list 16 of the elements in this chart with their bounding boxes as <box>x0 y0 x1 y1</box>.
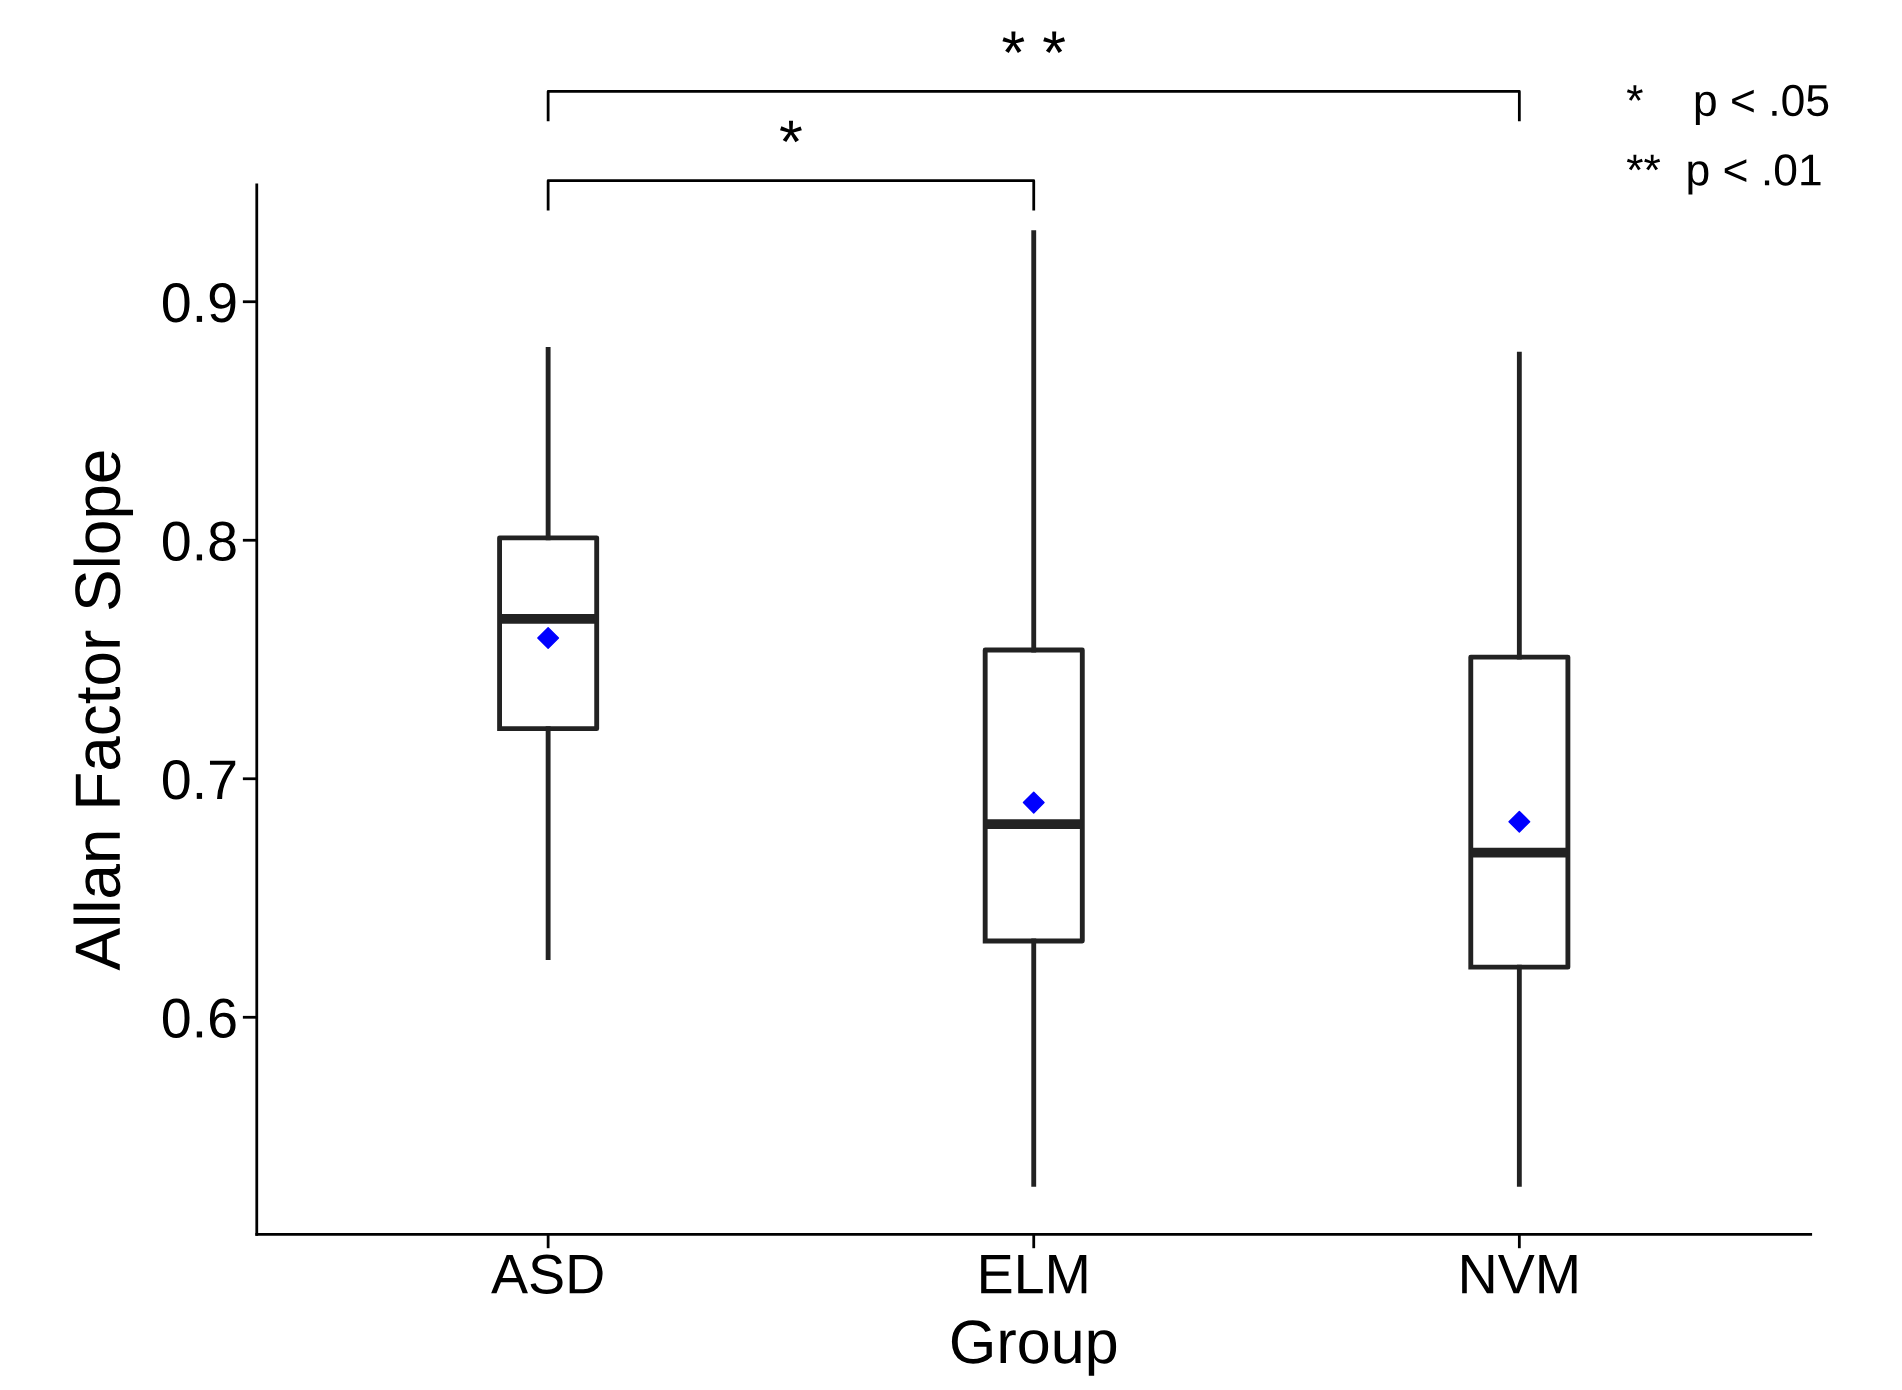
text: * * <box>1002 31 1066 53</box>
point <box>1508 810 1531 833</box>
x-tick-label: ASD <box>491 1254 603 1294</box>
annotation: ** p < .01 <box>1626 154 1821 195</box>
x-tick-label: NVM <box>1462 1255 1577 1294</box>
y-tick-label: 0.8 <box>162 521 236 561</box>
x-tick-label: ELM <box>981 1255 1087 1294</box>
point <box>1022 791 1045 814</box>
text: * <box>780 120 802 143</box>
x-axis-title: Group <box>951 1320 1117 1376</box>
y-tick-label: 0.7 <box>162 760 236 800</box>
y-tick-label: 0.9 <box>162 283 236 323</box>
text: * p < .05 <box>1626 84 1829 125</box>
y-tick-label: 0.6 <box>162 998 236 1038</box>
y-axis-title: Allan Factor Slope <box>73 451 134 971</box>
point <box>537 627 560 650</box>
